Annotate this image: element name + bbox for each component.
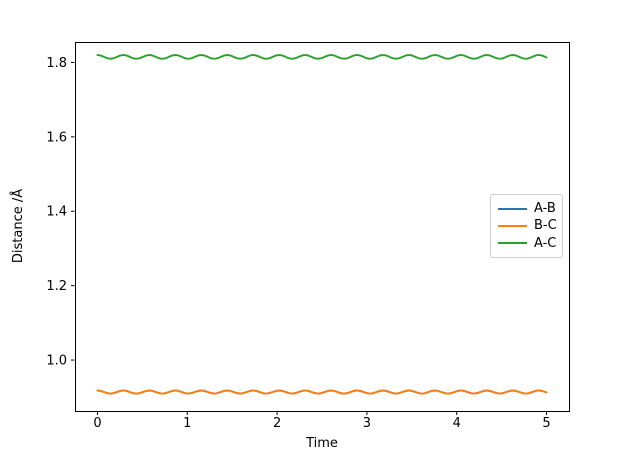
y-tick-label: 1.8 [46,56,67,71]
legend: A-B B-C A-C [490,194,563,258]
y-tick-label: 1.2 [46,279,67,294]
x-tick-label: 0 [93,416,101,431]
series-lines [96,54,548,395]
legend-item: A-B [498,200,556,217]
legend-item: A-C [498,235,557,252]
y-axis-label: Distance /Å [10,189,26,263]
x-tick-label: 5 [542,416,550,431]
legend-item: B-C [498,217,557,234]
series-line-a-c [96,54,548,60]
x-tick-label: 1 [183,416,191,431]
legend-line-swatch-a-b [498,207,527,210]
legend-label: A-B [534,201,556,217]
y-tick-label: 1.6 [46,130,67,145]
legend-label: A-C [534,235,557,251]
legend-line-swatch-b-c [498,224,527,227]
legend-label: B-C [534,218,557,234]
series-line-b-c [96,389,548,395]
legend-line-swatch-a-c [498,242,527,245]
x-axis-label: Time [305,436,338,451]
axis-ticks: 0 1 2 3 4 5 1.0 1.2 1.4 1.6 1.8 [46,56,550,431]
x-tick-label: 2 [273,416,281,431]
plot-border [75,42,570,412]
x-tick-label: 4 [453,416,461,431]
y-tick-label: 1.0 [46,354,67,369]
y-tick-label: 1.4 [46,205,67,220]
x-tick-label: 3 [363,416,371,431]
